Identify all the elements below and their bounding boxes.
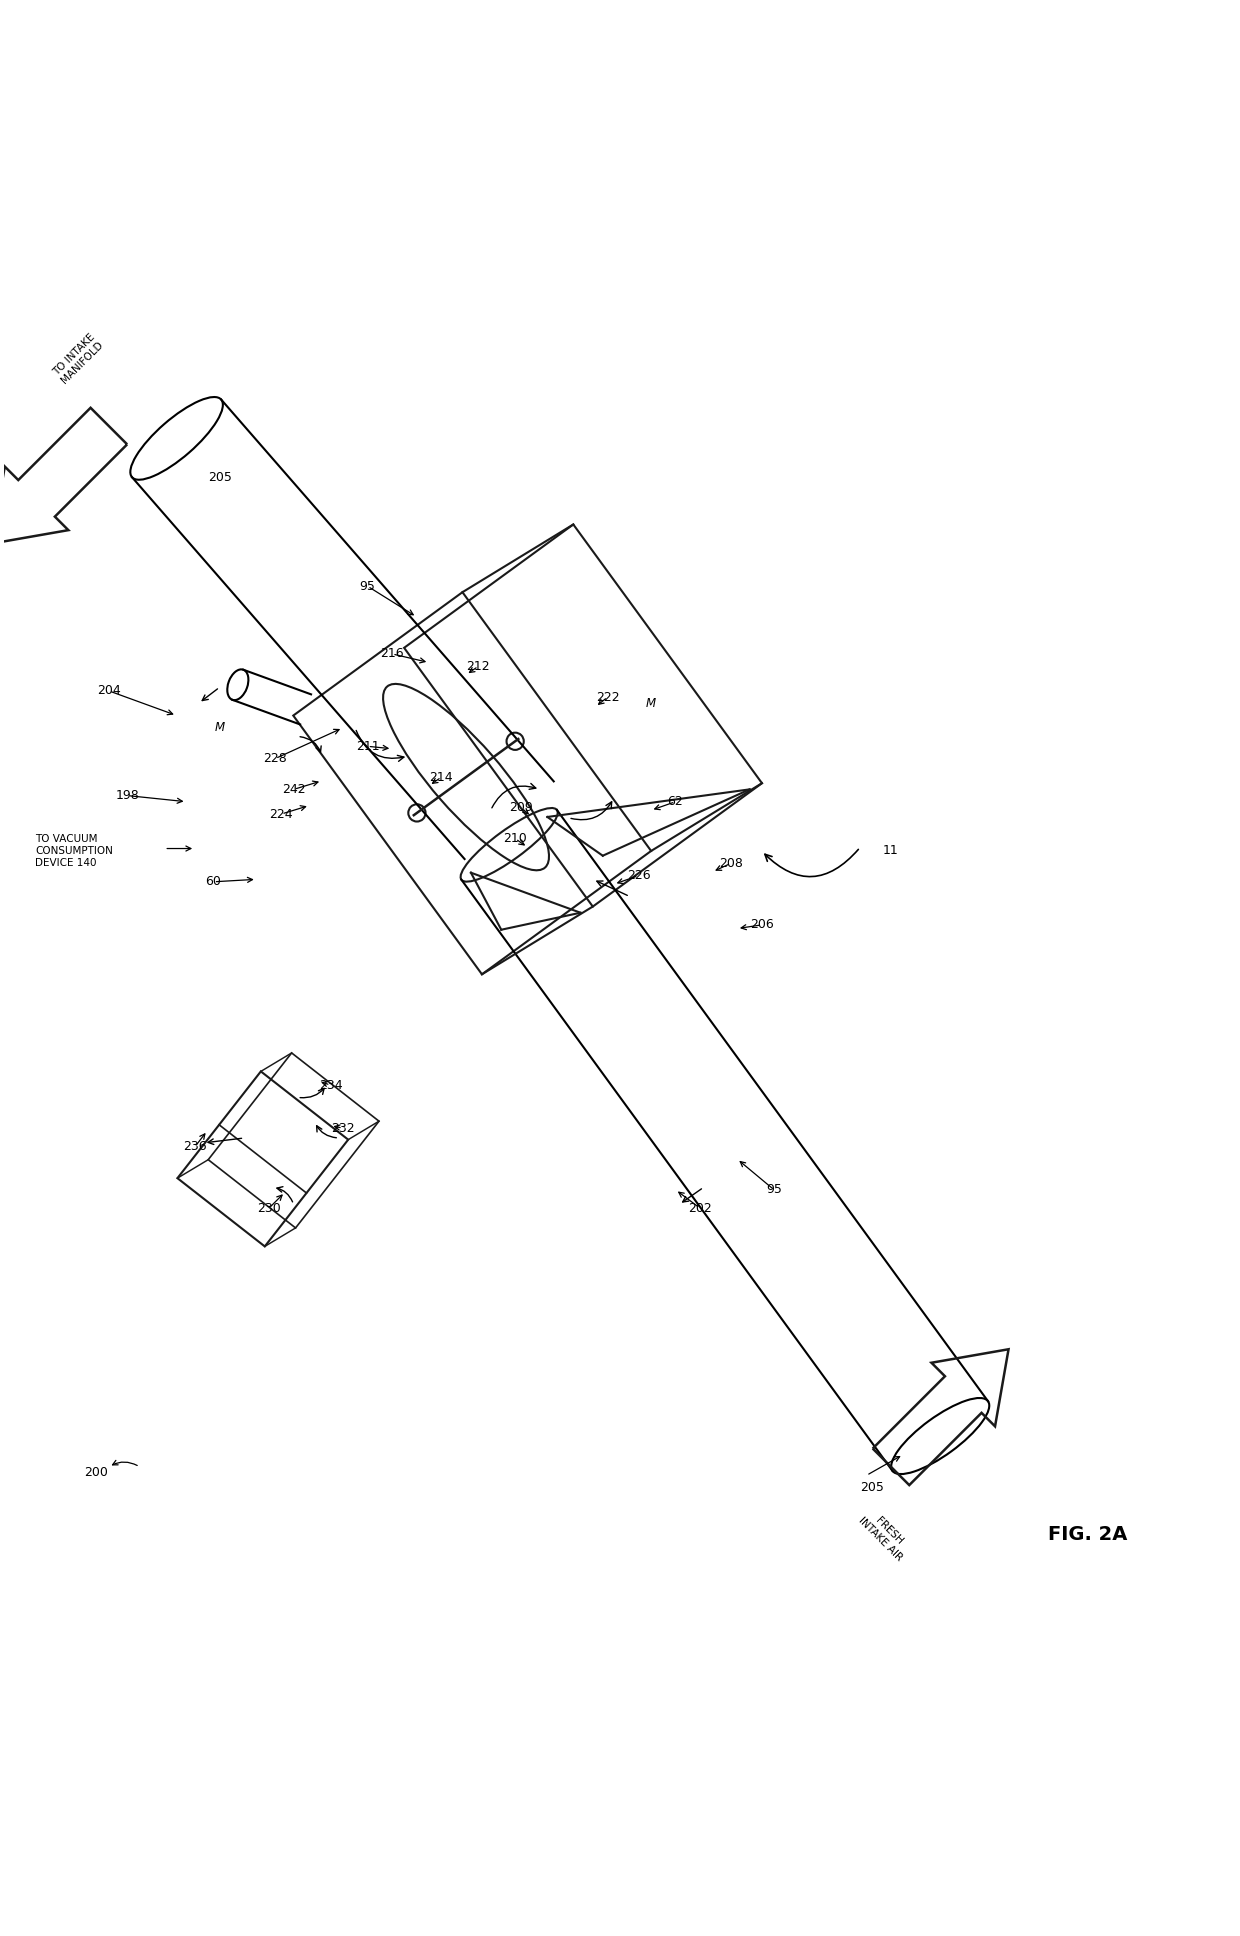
Text: 222: 222 xyxy=(596,691,620,703)
Text: TO INTAKE
MANIFOLD: TO INTAKE MANIFOLD xyxy=(51,331,105,385)
Text: 242: 242 xyxy=(281,782,305,796)
Text: 236: 236 xyxy=(184,1140,207,1154)
Text: FRESH
INTAKE AIR: FRESH INTAKE AIR xyxy=(857,1506,913,1562)
Text: 205: 205 xyxy=(861,1481,884,1495)
Text: 206: 206 xyxy=(750,918,774,931)
Text: 95: 95 xyxy=(766,1183,782,1196)
Text: 11: 11 xyxy=(883,844,899,858)
Text: 232: 232 xyxy=(331,1121,355,1134)
Text: 226: 226 xyxy=(626,869,650,883)
Text: 95: 95 xyxy=(360,579,376,592)
Text: 208: 208 xyxy=(719,858,743,869)
Text: 228: 228 xyxy=(263,751,286,765)
Text: 234: 234 xyxy=(319,1078,342,1092)
Text: 214: 214 xyxy=(429,771,454,784)
Text: M: M xyxy=(215,722,224,734)
Text: 62: 62 xyxy=(667,796,683,807)
Text: 230: 230 xyxy=(257,1202,280,1214)
Text: 200: 200 xyxy=(84,1466,108,1479)
Text: 202: 202 xyxy=(688,1202,712,1214)
Text: 216: 216 xyxy=(381,647,404,660)
Text: 205: 205 xyxy=(208,470,232,484)
Text: TO VACUUM
CONSUMPTION
DEVICE 140: TO VACUUM CONSUMPTION DEVICE 140 xyxy=(35,834,113,869)
Text: M: M xyxy=(646,697,656,711)
Text: 204: 204 xyxy=(97,683,120,697)
Text: 212: 212 xyxy=(466,660,490,672)
Text: 224: 224 xyxy=(269,807,293,821)
Text: FIG. 2A: FIG. 2A xyxy=(1048,1526,1127,1545)
Text: 198: 198 xyxy=(115,790,139,802)
Text: 210: 210 xyxy=(503,832,527,846)
Text: 209: 209 xyxy=(510,802,533,815)
Text: 211: 211 xyxy=(356,740,379,753)
Text: 60: 60 xyxy=(206,875,222,889)
